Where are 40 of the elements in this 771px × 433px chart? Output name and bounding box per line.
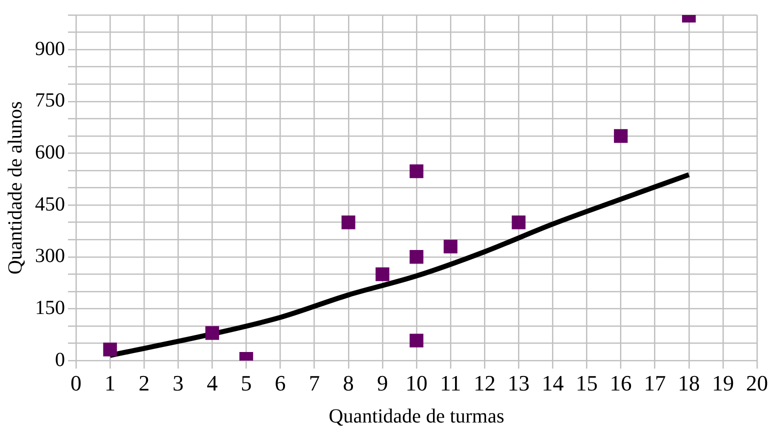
x-tick-label: 3 bbox=[172, 370, 184, 396]
x-tick-label: 11 bbox=[440, 370, 462, 396]
x-tick-label: 12 bbox=[474, 370, 496, 396]
x-axis-title: Quantidade de turmas bbox=[328, 405, 504, 428]
point bbox=[376, 267, 390, 282]
x-tick-label: 16 bbox=[610, 370, 632, 396]
point bbox=[444, 240, 458, 254]
y-tick-label: 300 bbox=[35, 245, 65, 268]
x-tick-label: 5 bbox=[240, 370, 252, 396]
y-axis-title: Quantidade de alunos bbox=[4, 100, 26, 274]
x-tick-label: 0 bbox=[70, 370, 82, 396]
x-tick-label: 19 bbox=[712, 370, 734, 396]
x-tick-label: 9 bbox=[376, 370, 388, 396]
x-tick-label: 20 bbox=[746, 370, 768, 396]
point bbox=[410, 334, 424, 348]
x-tick-label: 18 bbox=[678, 370, 700, 396]
point bbox=[103, 342, 117, 356]
y-tick-label: 600 bbox=[35, 141, 65, 164]
x-tick-label: 1 bbox=[104, 370, 116, 396]
x-tick-label: 8 bbox=[342, 370, 354, 396]
point bbox=[512, 215, 526, 230]
x-tick-label: 4 bbox=[206, 370, 218, 396]
x-tick-label: 14 bbox=[542, 370, 564, 396]
x-tick-label: 15 bbox=[576, 370, 598, 396]
x-tick-label: 13 bbox=[508, 370, 530, 396]
x-tick-label: 2 bbox=[138, 370, 150, 396]
x-tick-label: 10 bbox=[406, 370, 428, 396]
point bbox=[342, 215, 356, 230]
point bbox=[205, 326, 220, 340]
y-tick-label: 0 bbox=[55, 348, 65, 371]
x-tick-label: 6 bbox=[274, 370, 286, 396]
y-tick-label: 150 bbox=[35, 297, 65, 320]
x-tick-label: 7 bbox=[308, 370, 320, 396]
x-tick-label: 17 bbox=[644, 370, 666, 396]
point bbox=[614, 129, 628, 143]
y-tick-label: 900 bbox=[35, 38, 65, 60]
y-tick-label: 450 bbox=[35, 193, 65, 216]
point bbox=[410, 250, 424, 264]
point bbox=[410, 164, 424, 178]
y-tick-label: 750 bbox=[35, 90, 65, 112]
